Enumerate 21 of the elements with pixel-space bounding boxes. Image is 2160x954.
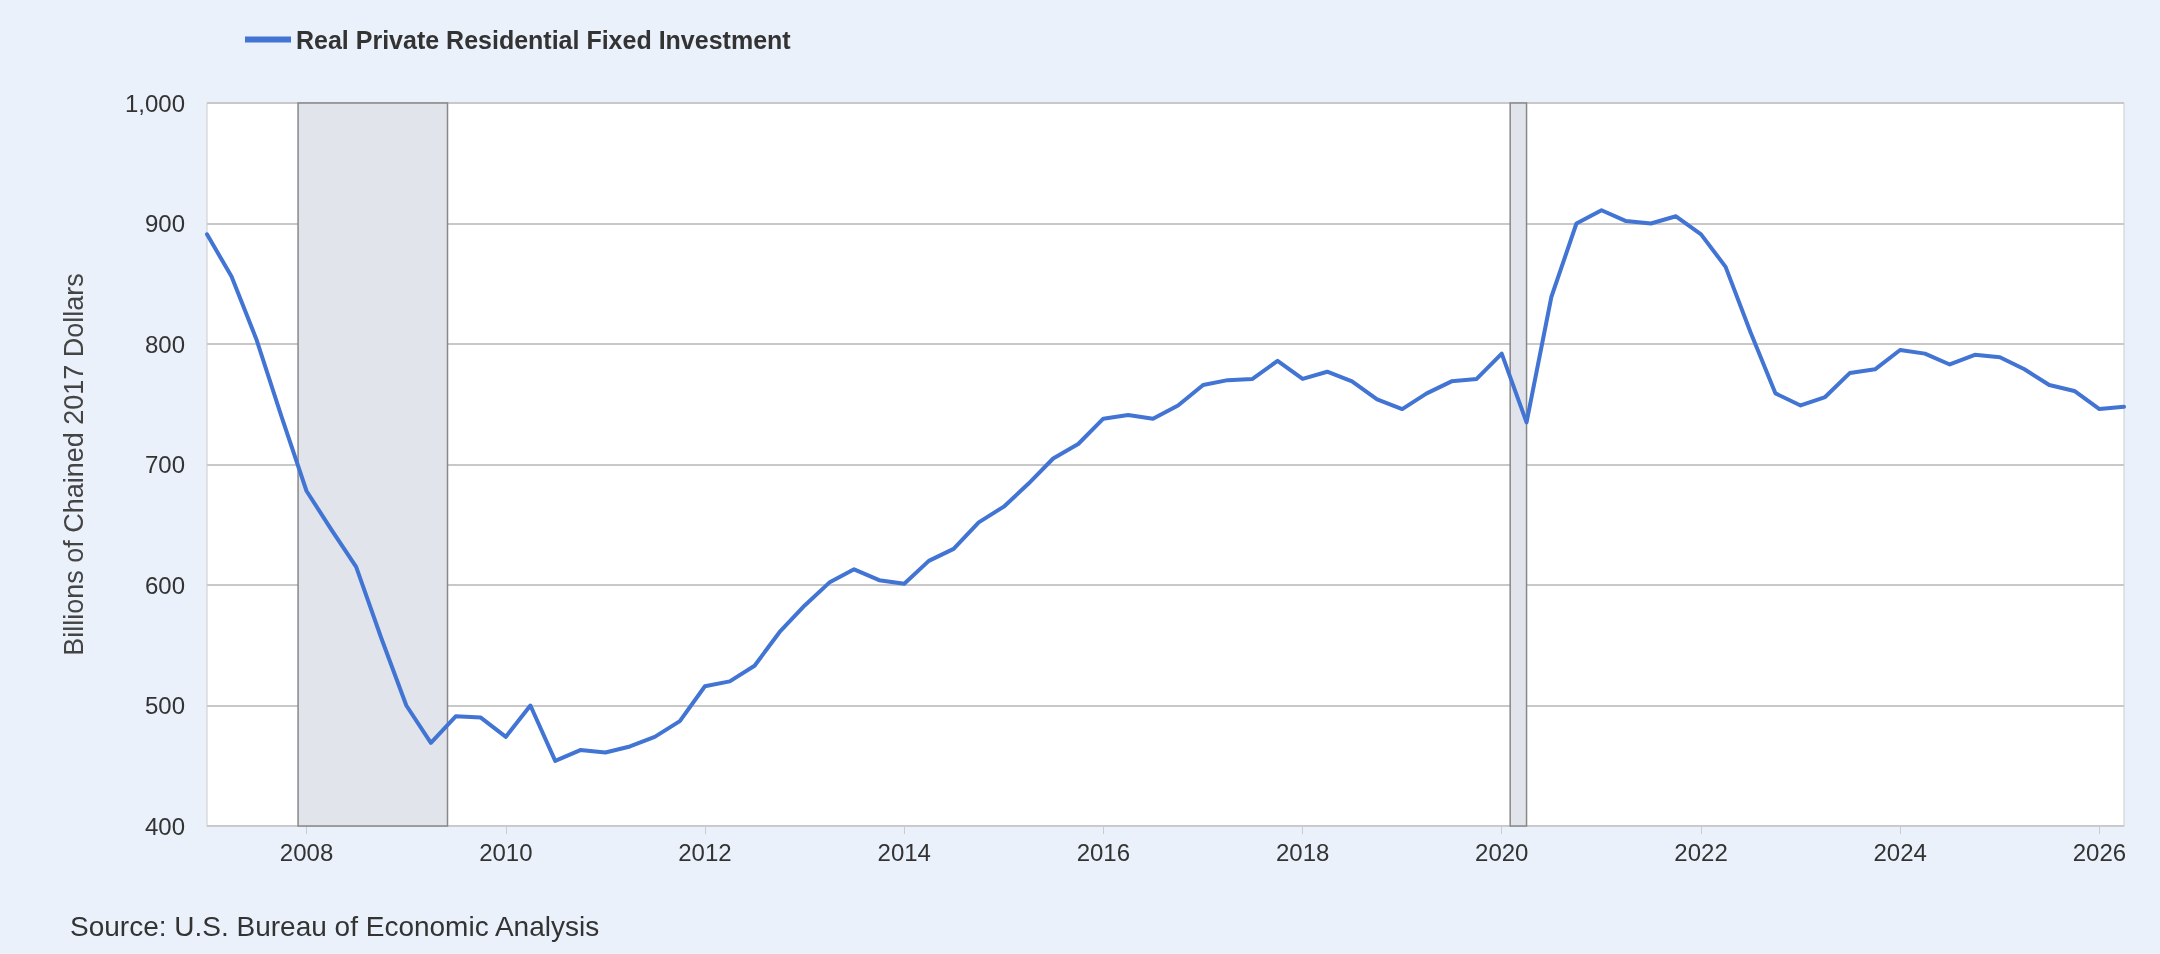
x-tick-label: 2024 [1873,838,1927,866]
x-tick-label: 2016 [1076,838,1131,866]
y-axis-title: Billions of Chained 2017 Dollars [58,273,89,656]
x-tick-label: 2008 [279,838,334,866]
source-note: Source: U.S. Bureau of Economic Analysis [70,910,600,942]
y-tick-label: 1,000 [124,89,185,117]
y-tick-label: 600 [144,571,185,599]
y-tick-label: 400 [144,812,185,840]
y-tick-label: 700 [144,451,185,478]
line-series [205,208,2126,763]
legend-label: Real Private Residential Fixed Investment [296,25,792,54]
x-tick-label: 2014 [877,838,931,866]
x-tick-label: 2018 [1275,838,1330,866]
y-tick-label: 800 [144,330,185,358]
x-tick-label: 2020 [1475,838,1529,866]
x-tick-label: 2026 [2072,838,2127,866]
x-tick-label: 2022 [1674,838,1728,866]
x-tick-label: 2010 [479,838,533,866]
y-tick-label: 500 [144,692,185,719]
y-tick-label: 900 [144,210,185,237]
x-tick-label: 2012 [678,838,732,866]
